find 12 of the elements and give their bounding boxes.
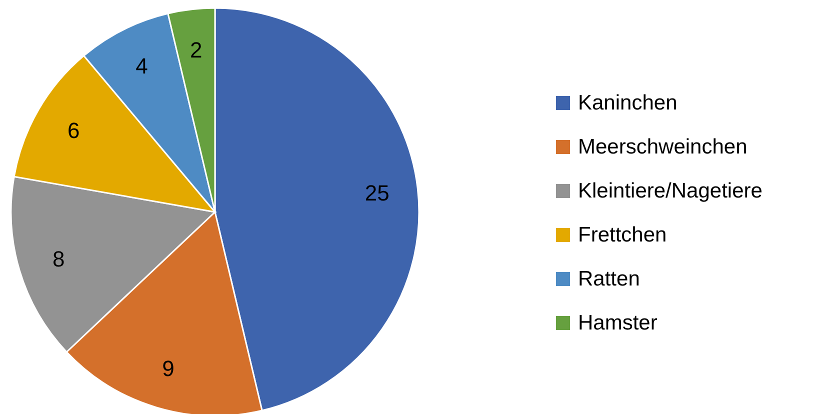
data-label: 8 <box>52 246 65 272</box>
legend-label: Hamster <box>578 312 658 334</box>
data-label: 6 <box>68 118 80 143</box>
legend-label: Kaninchen <box>578 92 678 114</box>
legend-label: Kleintiere/Nagetiere <box>578 180 762 202</box>
legend-label: Ratten <box>578 268 640 290</box>
data-label: 9 <box>162 356 174 381</box>
legend-label: Frettchen <box>578 224 667 246</box>
data-label: 4 <box>136 54 148 79</box>
data-label: 2 <box>190 37 202 62</box>
legend-label: Meerschweinchen <box>578 136 748 158</box>
data-label: 25 <box>364 180 390 206</box>
